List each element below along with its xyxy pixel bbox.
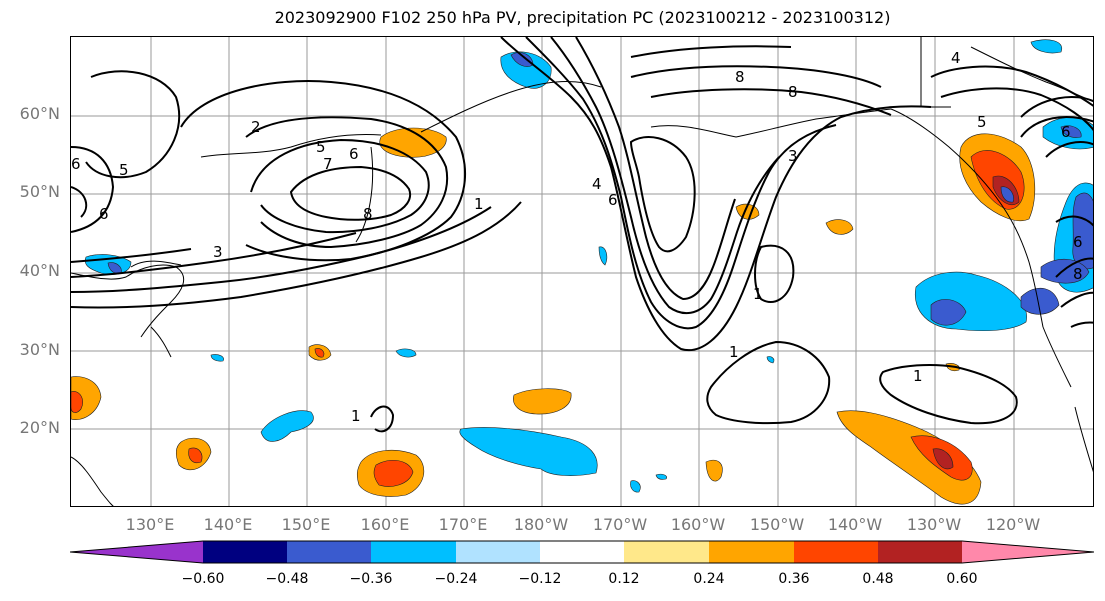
contour-label: 5 (316, 138, 326, 156)
colorbar-segment (624, 541, 709, 563)
lon-label-140w: 140°W (827, 515, 883, 534)
colorbar-segment (962, 541, 1094, 563)
lon-label-140e: 140°E (203, 515, 253, 534)
contour-label: 1 (729, 343, 739, 361)
colorbar-tick: 0.12 (608, 571, 640, 587)
colorbar-tick: 0.24 (693, 571, 725, 587)
colorbar-tick: 0.36 (778, 571, 810, 587)
contour-label: 6 (1073, 233, 1083, 251)
contour-label: 1 (351, 407, 361, 425)
lon-label-170e: 170°E (438, 515, 488, 534)
lon-label-160e: 160°E (360, 515, 410, 534)
pv-contours (71, 37, 1093, 433)
lat-label-50n: 50°N (19, 182, 60, 201)
map-canvas: 2 5 7 6 8 5 6 6 3 1 8 8 4 6 3 1 1 1 1 4 … (71, 37, 1093, 506)
contour-label: 2 (251, 118, 261, 136)
lon-label-170w: 170°W (592, 515, 648, 534)
contour-label: 6 (71, 155, 81, 173)
contour-label: 8 (735, 68, 745, 86)
colorbar-tick: 0.60 (946, 571, 978, 587)
contour-label: 1 (913, 367, 923, 385)
lat-label-40n: 40°N (19, 261, 60, 280)
contour-label: 6 (99, 205, 109, 223)
contour-label: 6 (1061, 123, 1071, 141)
lat-label-30n: 30°N (19, 340, 60, 359)
contour-label: 1 (474, 195, 484, 213)
lon-label-150e: 150°E (281, 515, 331, 534)
lon-label-130e: 130°E (125, 515, 175, 534)
map-panel: 2 5 7 6 8 5 6 6 3 1 8 8 4 6 3 1 1 1 1 4 … (70, 36, 1094, 507)
contour-label: 7 (323, 155, 333, 173)
colorbar-tick: −0.60 (181, 571, 225, 587)
colorbar-tick: −0.36 (349, 571, 393, 587)
contour-label: 6 (608, 191, 618, 209)
lon-label-130w: 130°W (906, 515, 962, 534)
lon-label-160w: 160°W (670, 515, 726, 534)
contour-label: 8 (363, 205, 373, 223)
colorbar-segment (709, 541, 794, 563)
lon-label-120w: 120°W (985, 515, 1041, 534)
lon-label-150w: 150°W (749, 515, 805, 534)
colorbar-segment (456, 541, 540, 563)
colorbar-tick: 0.48 (862, 571, 894, 587)
colorbar-segment (540, 541, 624, 563)
contour-labels: 2 5 7 6 8 5 6 6 3 1 8 8 4 6 3 1 1 1 1 4 … (71, 49, 1083, 425)
colorbar-segment (371, 541, 456, 563)
coastlines (71, 37, 1093, 506)
contour-label: 8 (788, 83, 798, 101)
colorbar-segment (794, 541, 878, 563)
colorbar-tick: −0.24 (434, 571, 478, 587)
colorbar-tick: −0.12 (518, 571, 562, 587)
contour-label: 1 (753, 285, 763, 303)
colorbar-segment (878, 541, 962, 563)
contour-label: 4 (951, 49, 961, 67)
contour-label: 5 (977, 113, 987, 131)
colorbar-outline (70, 540, 1094, 564)
contour-label: 5 (119, 161, 129, 179)
precipitation-shading (71, 39, 1093, 505)
colorbar (70, 540, 1094, 564)
contour-label: 3 (788, 147, 798, 165)
contour-label: 6 (349, 145, 359, 163)
colorbar-segment (203, 541, 287, 563)
colorbar-segment (70, 541, 203, 563)
colorbar-tick: −0.48 (265, 571, 309, 587)
lat-label-20n: 20°N (19, 418, 60, 437)
contour-label: 4 (592, 175, 602, 193)
colorbar-segment (287, 541, 371, 563)
map-title: 2023092900 F102 250 hPa PV, precipitatio… (274, 8, 891, 27)
contour-label: 3 (213, 243, 223, 261)
lat-label-60n: 60°N (19, 104, 60, 123)
gridlines (71, 37, 1093, 506)
lon-label-180w: 180°W (513, 515, 569, 534)
contour-label: 8 (1073, 265, 1083, 283)
